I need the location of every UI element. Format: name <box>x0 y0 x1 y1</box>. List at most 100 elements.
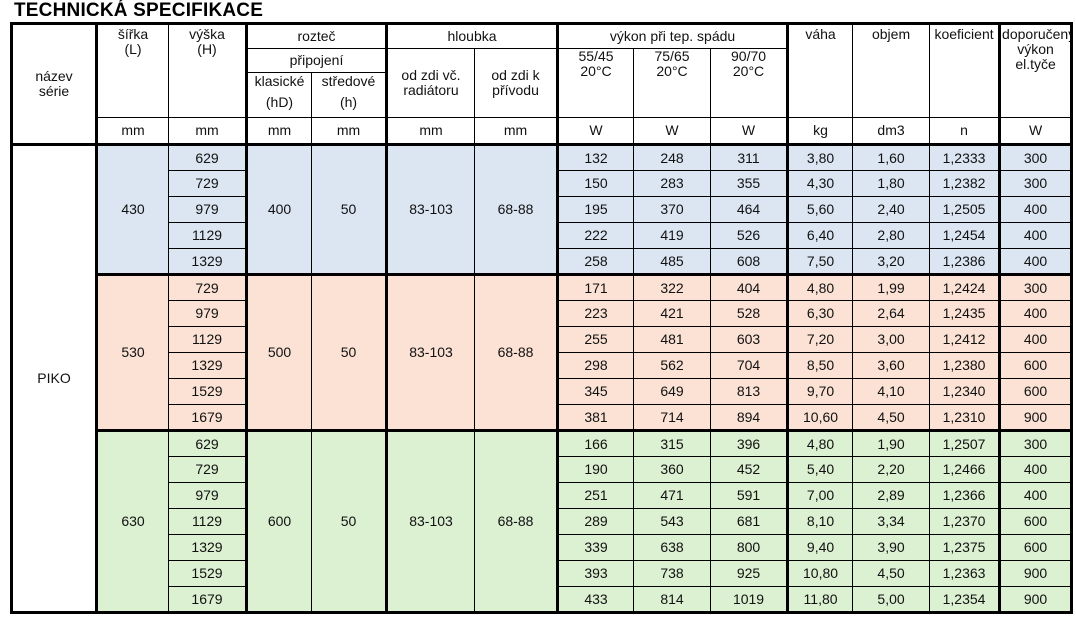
cell-vaha: 5,60 <box>786 196 854 223</box>
cell-vykon-90-70: 404 <box>710 273 789 301</box>
cell-vykon-75-65: 485 <box>633 248 712 276</box>
cell-koeficient: 1,2354 <box>929 586 1001 614</box>
unit-roztec-stredove: mm <box>311 117 387 146</box>
cell-objem: 3,20 <box>852 248 931 276</box>
cell-vykon-75-65: 543 <box>633 508 712 535</box>
th-doporuceny-line2: výkon <box>1017 41 1054 57</box>
table-row: 1329 298 562 704 8,50 3,60 1,2380 600 <box>12 352 1074 379</box>
cell-height: 979 <box>168 300 247 327</box>
th-doporuceny-vykon: doporučený výkon el.tyče <box>998 22 1074 118</box>
cell-vykon-55-45: 298 <box>556 352 635 379</box>
header-row-2: připojení od zdi vč. radiátoru od zdi k … <box>12 48 1072 118</box>
cell-objem: 1,90 <box>852 429 931 457</box>
cell-koeficient: 1,2507 <box>929 429 1001 457</box>
cell-vykon-90-70: 813 <box>710 378 789 405</box>
cell-vaha: 3,80 <box>786 143 854 171</box>
cell-vaha: 6,30 <box>786 300 854 327</box>
cell-doporuceny-vykon: 400 <box>998 222 1074 249</box>
th-koeficient: koeficient <box>929 22 1001 118</box>
cell-vykon-90-70: 396 <box>710 429 789 457</box>
cell-vykon-75-65: 322 <box>633 273 712 301</box>
cell-hloubka-privodu: 68-88 <box>473 143 559 276</box>
cell-vaha: 10,60 <box>786 404 854 432</box>
unit-objem: dm3 <box>852 117 931 146</box>
table-row: 1529 345 649 813 9,70 4,10 1,2340 600 <box>12 378 1074 405</box>
cell-width: 430 <box>95 143 169 276</box>
th-od-zdi-privodu-line2: přívodu <box>492 82 539 98</box>
cell-vaha: 10,80 <box>786 560 854 587</box>
cell-vykon-75-65: 638 <box>633 534 712 561</box>
th-hloubka: hloubka <box>384 22 559 49</box>
cell-vaha: 9,70 <box>786 378 854 405</box>
cell-roztec-stredove: 50 <box>311 429 387 614</box>
unit-roztec-klasicke: mm <box>245 117 312 146</box>
cell-objem: 2,64 <box>852 300 931 327</box>
th-width-line1: šířka <box>117 26 149 42</box>
table-row: 1129 255 481 603 7,20 3,00 1,2412 400 <box>12 326 1074 353</box>
cell-koeficient: 1,2370 <box>929 508 1001 535</box>
cell-vykon-90-70: 1019 <box>710 586 789 614</box>
cell-vykon-90-70: 925 <box>710 560 789 587</box>
cell-vykon-75-65: 714 <box>633 404 712 432</box>
table-row: 630 629 600 50 83-103 68-88 166 315 396 4,80 1,90 1… <box>12 429 1074 614</box>
cell-vykon-55-45: 258 <box>556 248 635 276</box>
cell-height: 629 <box>168 429 247 457</box>
cell-vaha: 11,80 <box>786 586 854 614</box>
cell-vykon-55-45: 433 <box>556 586 635 614</box>
cell-hloubka-radiatoru: 83-103 <box>385 143 475 276</box>
page-title: TECHNICKÁ SPECIFIKACE <box>14 0 264 21</box>
table-row: 729 190 360 452 5,40 2,20 1,2466 400 <box>12 456 1074 483</box>
cell-height: 1529 <box>168 378 247 405</box>
cell-koeficient: 1,2412 <box>929 326 1001 353</box>
th-klasicke-symbol: (hD) <box>265 94 294 110</box>
cell-vykon-55-45: 251 <box>556 482 635 509</box>
cell-vykon-90-70: 603 <box>710 326 789 353</box>
header-row-1: název série šířka (L) výška (H) rozteč h… <box>10 22 1074 145</box>
cell-vykon-90-70: 608 <box>710 248 789 276</box>
cell-vykon-55-45: 345 <box>556 378 635 405</box>
cell-roztec-stredove: 50 <box>311 143 387 276</box>
th-width: šířka (L) <box>95 22 169 118</box>
cell-vykon-55-45: 195 <box>556 196 635 223</box>
cell-koeficient: 1,2505 <box>929 196 1001 223</box>
cell-doporuceny-vykon: 400 <box>998 456 1074 483</box>
table-row: PIKO 430 629 400 50 83-103 68-88 132 248 311 3,80 1… <box>10 143 1074 614</box>
cell-vaha: 7,20 <box>786 326 854 353</box>
cell-objem: 1,99 <box>852 273 931 301</box>
cell-objem: 5,00 <box>852 586 931 614</box>
cell-vykon-90-70: 311 <box>710 143 789 171</box>
th-spad-55-45-ratio: 55/45 <box>578 48 614 64</box>
cell-doporuceny-vykon: 400 <box>998 482 1074 509</box>
cell-doporuceny-vykon: 600 <box>998 534 1074 561</box>
cell-vykon-75-65: 283 <box>633 170 712 197</box>
cell-vykon-55-45: 132 <box>556 143 635 171</box>
cell-vykon-90-70: 355 <box>710 170 789 197</box>
cell-vykon-90-70: 704 <box>710 352 789 379</box>
th-stredove-symbol: (h) <box>339 94 358 110</box>
cell-vykon-75-65: 562 <box>633 352 712 379</box>
cell-height: 1129 <box>168 222 247 249</box>
cell-width: 530 <box>95 273 169 432</box>
cell-vykon-55-45: 190 <box>556 456 635 483</box>
th-height-line1: výška <box>189 26 225 42</box>
cell-objem: 1,80 <box>852 170 931 197</box>
cell-koeficient: 1,2380 <box>929 352 1001 379</box>
cell-koeficient: 1,2424 <box>929 273 1001 301</box>
cell-doporuceny-vykon: 300 <box>998 273 1074 301</box>
cell-vykon-90-70: 528 <box>710 300 789 327</box>
unit-spad-90-70: W <box>710 117 789 146</box>
cell-vaha: 7,50 <box>786 248 854 276</box>
cell-height: 1529 <box>168 560 247 587</box>
cell-vykon-90-70: 591 <box>710 482 789 509</box>
cell-doporuceny-vykon: 300 <box>998 143 1074 171</box>
table-header: název série šířka (L) výška (H) rozteč h… <box>10 22 1074 146</box>
cell-doporuceny-vykon: 300 <box>998 429 1074 457</box>
cell-doporuceny-vykon: 600 <box>998 378 1074 405</box>
cell-vykon-55-45: 171 <box>556 273 635 301</box>
cell-height: 1329 <box>168 352 247 379</box>
th-spad-75-65: 75/65 20°C <box>633 48 712 118</box>
cell-koeficient: 1,2435 <box>929 300 1001 327</box>
table-row: 979 223 421 528 6,30 2,64 1,2435 400 <box>12 300 1074 327</box>
cell-koeficient: 1,2386 <box>929 248 1001 276</box>
cell-doporuceny-vykon: 400 <box>998 326 1074 353</box>
